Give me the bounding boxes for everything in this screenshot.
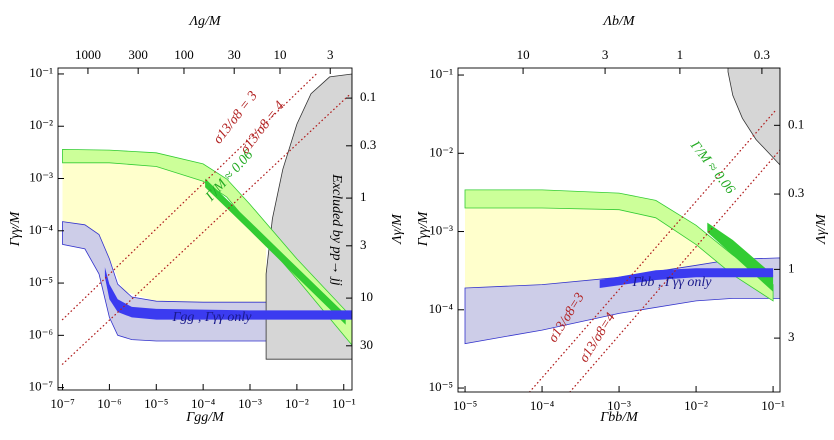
y-tick-label: 10⁻¹ bbox=[29, 65, 53, 80]
y2-tick-label: 0.1 bbox=[788, 116, 804, 131]
x-tick-label: 10⁻³ bbox=[607, 398, 631, 413]
x2-tick-label: 3 bbox=[327, 47, 334, 62]
region bbox=[727, 68, 780, 166]
x-axis-label: Γbb/M bbox=[599, 410, 639, 425]
region bbox=[205, 178, 346, 325]
y2-tick-label: 0.3 bbox=[788, 185, 804, 200]
y-tick-label: 10⁻⁴ bbox=[429, 301, 454, 316]
y2-tick-label: 3 bbox=[360, 237, 367, 252]
x2-tick-label: 100 bbox=[174, 47, 194, 62]
x-axis-label: Γgg/M bbox=[185, 410, 225, 425]
plot-area bbox=[61, 73, 352, 365]
region bbox=[599, 268, 774, 288]
y-tick-label: 10⁻⁵ bbox=[429, 379, 453, 394]
x2-tick-label: 1000 bbox=[75, 47, 101, 62]
region bbox=[464, 189, 774, 302]
y-tick-label: 10⁻¹ bbox=[429, 66, 453, 81]
y-tick-label: 10⁻³ bbox=[429, 223, 453, 238]
y2-axis-label: Λγ/M bbox=[390, 213, 405, 246]
y-tick-label: 10⁻⁴ bbox=[29, 222, 54, 237]
x2-axis-label: Λg/M bbox=[187, 14, 221, 29]
x2-tick-label: 10 bbox=[517, 47, 530, 62]
x2-tick-label: 30 bbox=[228, 47, 241, 62]
y-tick-label: 10⁻² bbox=[429, 144, 453, 159]
region bbox=[62, 148, 352, 346]
x-tick-label: 10⁻⁶ bbox=[97, 396, 121, 411]
frame bbox=[57, 67, 353, 391]
x-tick-label: 10⁻⁷ bbox=[50, 396, 74, 411]
y-tick-label: 10⁻⁵ bbox=[29, 274, 53, 289]
x2-tick-label: 10 bbox=[274, 47, 287, 62]
x2-tick-label: 0.3 bbox=[754, 47, 770, 62]
x2-tick-label: 1 bbox=[677, 47, 684, 62]
annotation: Γbb , Γγγ only bbox=[631, 275, 712, 290]
region bbox=[104, 267, 352, 320]
y-tick-label: 10⁻⁶ bbox=[29, 326, 53, 341]
y2-tick-label: 1 bbox=[788, 260, 795, 275]
y-axis-label: Γγγ/M bbox=[416, 210, 431, 247]
dotted-line bbox=[569, 149, 780, 392]
y2-axis-label: Λγ/M bbox=[814, 213, 829, 246]
x-tick-label: 10⁻⁴ bbox=[530, 398, 555, 413]
x-tick-label: 10⁻² bbox=[285, 396, 309, 411]
x-tick-label: 10⁻¹ bbox=[332, 396, 356, 411]
region bbox=[265, 73, 352, 360]
y2-tick-label: 0.3 bbox=[360, 137, 376, 152]
y2-tick-label: 1 bbox=[360, 189, 367, 204]
x-tick-label: 10⁻⁵ bbox=[453, 398, 477, 413]
annotation: Γ/M ≈ 0.06 bbox=[686, 138, 737, 197]
region bbox=[465, 208, 747, 288]
annotation: Γgg , Γγγ only bbox=[171, 310, 252, 325]
region bbox=[62, 162, 267, 303]
dotted-line bbox=[61, 73, 317, 321]
y-tick-label: 10⁻³ bbox=[29, 169, 53, 184]
x-tick-label: 10⁻³ bbox=[238, 396, 262, 411]
annotation: Excluded by pp→ jj bbox=[329, 173, 344, 286]
x-tick-label: 10⁻⁵ bbox=[144, 396, 168, 411]
x-tick-label: 10⁻⁴ bbox=[191, 396, 216, 411]
y2-tick-label: 30 bbox=[360, 337, 373, 352]
x-tick-label: 10⁻² bbox=[684, 398, 708, 413]
x2-axis-label: Λb/M bbox=[601, 14, 635, 29]
y-tick-label: 10⁻⁷ bbox=[29, 379, 53, 394]
y-axis-label: Γγγ/M bbox=[8, 210, 23, 247]
y2-tick-label: 3 bbox=[788, 329, 795, 344]
y2-tick-label: 10 bbox=[360, 289, 373, 304]
y-tick-label: 10⁻² bbox=[29, 117, 53, 132]
x-tick-label: 10⁻¹ bbox=[761, 398, 785, 413]
y2-tick-label: 0.1 bbox=[360, 89, 376, 104]
x2-tick-label: 3 bbox=[602, 47, 609, 62]
plot-area bbox=[464, 68, 780, 392]
x2-tick-label: 300 bbox=[128, 47, 148, 62]
